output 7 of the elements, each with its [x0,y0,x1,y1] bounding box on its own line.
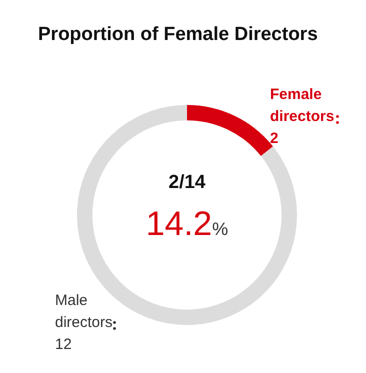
text: 2/14 [168,172,206,194]
chart-title: Proportion of Female Directors [38,24,318,46]
slice-label: Female directors [270,85,336,127]
data-label: 12 [55,335,73,355]
text: 14.2% [146,205,228,243]
data-label: 2 [270,129,280,149]
slice-label: Male directors [55,291,114,333]
